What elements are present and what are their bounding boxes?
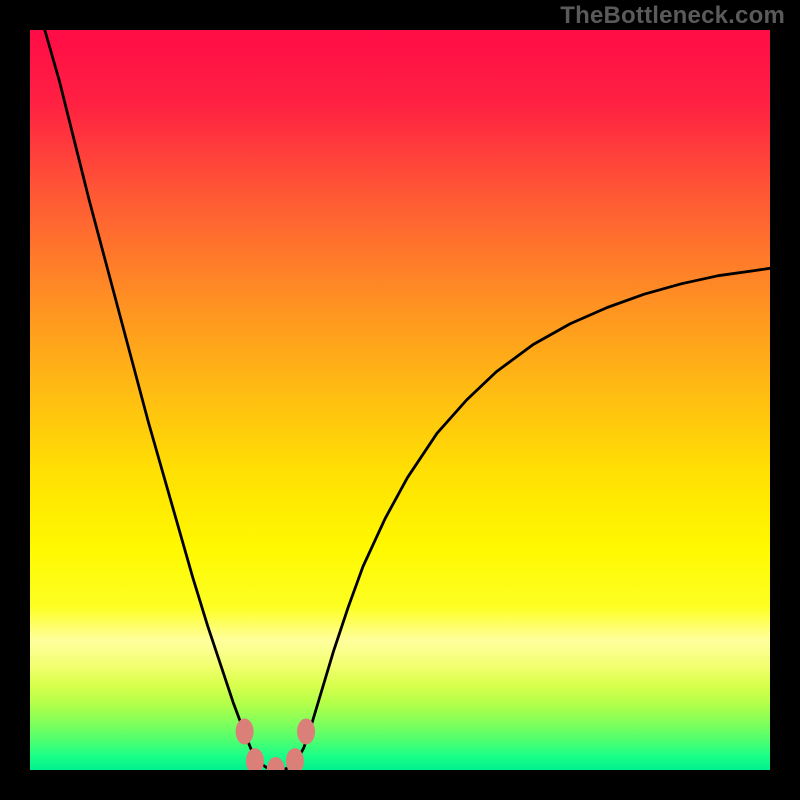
min-marker (236, 719, 254, 745)
watermark-text: TheBottleneck.com (560, 2, 785, 30)
bottleneck-chart (30, 30, 770, 770)
min-marker (297, 719, 315, 745)
chart-background (30, 30, 770, 770)
chart-svg (30, 30, 770, 770)
